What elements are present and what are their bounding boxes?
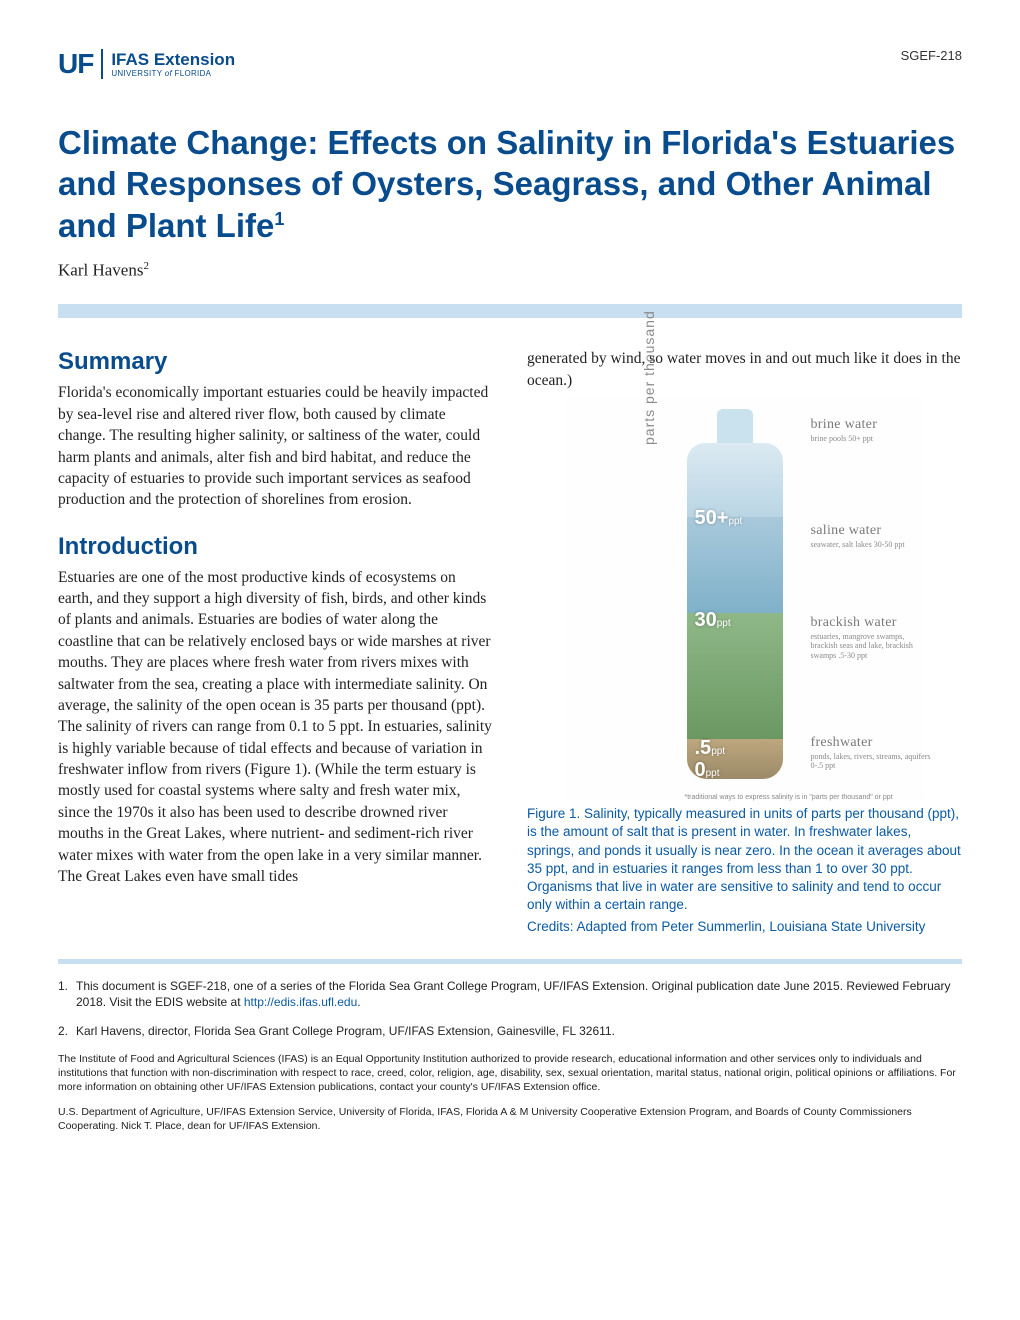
figure-credits: Credits: Adapted from Peter Summerlin, L… xyxy=(527,918,962,936)
label-brackish: brackish water estuaries, mangrove swamp… xyxy=(811,615,931,660)
header: UF IFAS Extension UNIVERSITY of FLORIDA … xyxy=(58,48,962,80)
footnote-text: This document is SGEF-218, one of a seri… xyxy=(76,978,962,1012)
footnote-rule xyxy=(58,959,962,964)
right-column: generated by wind, so water moves in and… xyxy=(527,348,962,936)
bottle-neck xyxy=(717,409,753,445)
salinity-bottle-diagram: parts per thousand 50+ppt 30ppt .5ppt 0p… xyxy=(565,399,925,799)
edis-link[interactable]: http://edis.ifas.ufl.edu xyxy=(244,995,357,1009)
logo-divider xyxy=(101,49,103,79)
document-title: Climate Change: Effects on Salinity in F… xyxy=(58,122,962,246)
mark-30: 30ppt xyxy=(695,609,731,632)
uf-wordmark: UF xyxy=(58,48,93,80)
mark-05: .5ppt xyxy=(695,737,726,760)
summary-heading: Summary xyxy=(58,348,493,376)
label-saline: saline water seawater, salt lakes 30-50 … xyxy=(811,523,931,549)
uf-ifas-logo: UF IFAS Extension UNIVERSITY of FLORIDA xyxy=(58,48,235,80)
footnote-1: 1. This document is SGEF-218, one of a s… xyxy=(58,978,962,1012)
footnote-number: 1. xyxy=(58,978,76,1012)
summary-section: Summary Florida's economically important… xyxy=(58,348,493,510)
segment-saline xyxy=(687,517,783,613)
figure-footnote: *traditional ways to express salinity is… xyxy=(685,794,893,801)
document-id: SGEF-218 xyxy=(901,48,962,63)
ifas-extension-label: IFAS Extension xyxy=(111,51,235,68)
left-column: Summary Florida's economically important… xyxy=(58,348,493,936)
footnote-number: 2. xyxy=(58,1023,76,1040)
introduction-section: Introduction Estuaries are one of the mo… xyxy=(58,533,493,888)
label-brine: brine water brine pools 50+ ppt xyxy=(811,417,931,443)
logo-text: IFAS Extension UNIVERSITY of FLORIDA xyxy=(111,51,235,78)
summary-body: Florida's economically important estuari… xyxy=(58,382,493,510)
figure-caption: Figure 1. Salinity, typically measured i… xyxy=(527,805,962,914)
label-freshwater: freshwater ponds, lakes, rivers, streams… xyxy=(811,735,931,770)
fine-print: The Institute of Food and Agricultural S… xyxy=(58,1052,962,1133)
mark-50: 50+ppt xyxy=(695,507,743,530)
two-column-body: Summary Florida's economically important… xyxy=(58,348,962,936)
y-axis-label: parts per thousand xyxy=(641,310,657,445)
figure-1: parts per thousand 50+ppt 30ppt .5ppt 0p… xyxy=(527,399,962,937)
mark-0: 0ppt xyxy=(695,759,720,782)
introduction-heading: Introduction xyxy=(58,533,493,561)
equal-opportunity-statement: The Institute of Food and Agricultural S… xyxy=(58,1052,962,1095)
col2-lead-text: generated by wind, so water moves in and… xyxy=(527,348,962,391)
footnotes: 1. This document is SGEF-218, one of a s… xyxy=(58,978,962,1040)
footnote-2: 2. Karl Havens, director, Florida Sea Gr… xyxy=(58,1023,962,1040)
usda-statement: U.S. Department of Agriculture, UF/IFAS … xyxy=(58,1105,962,1133)
university-label: UNIVERSITY of FLORIDA xyxy=(111,70,235,78)
introduction-body: Estuaries are one of the most productive… xyxy=(58,567,493,888)
title-rule xyxy=(58,304,962,318)
footnote-text: Karl Havens, director, Florida Sea Grant… xyxy=(76,1023,615,1040)
author-line: Karl Havens2 xyxy=(58,260,962,281)
bottle-graphic: 50+ppt 30ppt .5ppt 0ppt xyxy=(675,409,795,779)
